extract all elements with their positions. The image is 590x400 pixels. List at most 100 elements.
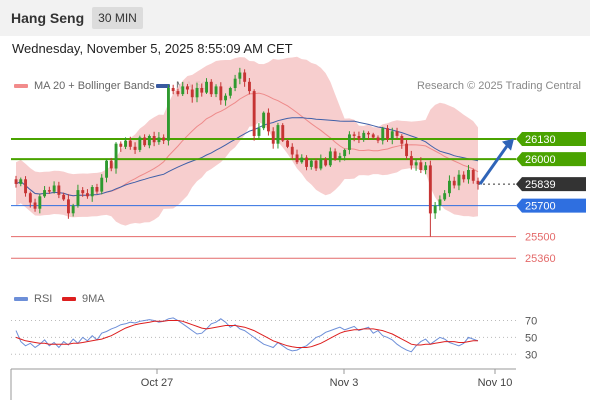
candle-body: [424, 165, 428, 170]
candle-body: [328, 151, 332, 166]
rsi-ma-line: [15, 320, 478, 348]
price-label-25839: 25839: [525, 179, 556, 191]
candle-body: [47, 190, 51, 192]
candle-body: [205, 81, 208, 93]
candle-body: [143, 137, 147, 146]
candle-body: [67, 199, 70, 214]
price-tag-25839: [516, 177, 586, 192]
candle-body: [300, 157, 304, 163]
candle-body: [200, 88, 204, 93]
candle-body: [305, 157, 308, 167]
candle-body: [114, 143, 118, 169]
candle-body: [452, 180, 456, 186]
legend-bollinger: MA 20 + Bollinger Bands: [14, 80, 155, 92]
legend-rsi-ma: 9MA: [62, 293, 105, 305]
candle-body: [76, 190, 80, 206]
candle-body: [257, 128, 261, 136]
candle-body: [186, 86, 189, 90]
candle-body: [476, 180, 480, 185]
candle-body: [33, 202, 37, 209]
candle-body: [81, 190, 85, 194]
rsi-swatch: [14, 297, 28, 301]
candle-body: [314, 160, 318, 169]
candle-body: [438, 199, 442, 206]
candle-body: [409, 156, 413, 166]
interval-button[interactable]: 30 MIN: [92, 7, 143, 29]
legend-bollinger-label: MA 20 + Bollinger Bands: [34, 80, 155, 92]
candle-body: [181, 86, 185, 95]
candle-body: [467, 170, 470, 180]
rsi-ma-swatch: [62, 297, 76, 301]
price-tag-26130: [516, 132, 586, 147]
candle-body: [462, 174, 466, 180]
price-label-26130: 26130: [525, 134, 556, 146]
price-label-26000: 26000: [525, 154, 556, 166]
candle-body: [319, 159, 323, 169]
candle-body: [405, 143, 408, 157]
forecast-arrow: [478, 143, 510, 185]
ma50-swatch: [156, 84, 170, 88]
candle-body: [209, 81, 213, 95]
candle-body: [152, 136, 156, 143]
candle-body: [224, 95, 227, 101]
candle-body: [100, 177, 104, 192]
chart-datetime: Wednesday, November 5, 2025 8:55:09 AM C…: [12, 41, 293, 56]
candle-body: [352, 134, 356, 136]
candle-body: [14, 179, 18, 184]
candle-body: [167, 88, 170, 141]
candle-body: [433, 205, 437, 214]
candle-body: [428, 165, 432, 214]
candle-body: [395, 131, 399, 136]
candle-body: [357, 136, 361, 140]
candle-body: [290, 146, 294, 155]
candle-body: [162, 137, 166, 141]
candle-body: [276, 125, 280, 144]
rsi-line: [15, 317, 479, 353]
x-tick-label: Oct 27: [141, 377, 173, 389]
candle-body: [190, 89, 194, 98]
price-label-25500: 25500: [525, 232, 556, 244]
price-tag-25700: [516, 198, 586, 213]
candle-body: [376, 137, 380, 141]
forecast-arrow-head: [502, 138, 514, 151]
candle-body: [333, 151, 337, 160]
candle-body: [157, 137, 161, 143]
candle-body: [214, 86, 218, 95]
candle-body: [71, 205, 75, 214]
rsi-tick-70: 70: [525, 315, 537, 327]
price-tag-26000: [516, 152, 586, 167]
legend-rsi-label: RSI: [34, 293, 53, 305]
candle-body: [371, 134, 375, 138]
candle-body: [24, 179, 27, 194]
x-tick-label: Nov 10: [478, 377, 513, 389]
candle-body: [233, 78, 237, 88]
candle-body: [124, 140, 127, 147]
candle-body: [119, 143, 123, 147]
candle-body: [367, 132, 370, 135]
candle-body: [271, 131, 275, 144]
candle-body: [471, 170, 475, 181]
candle-body: [362, 132, 366, 140]
candle-body: [248, 81, 251, 92]
header-bar: Hang Seng 30 MIN: [0, 0, 590, 36]
candle-body: [133, 146, 137, 150]
candle-body: [38, 196, 42, 209]
legend-rsi: RSI: [14, 293, 52, 305]
candle-body: [400, 136, 404, 144]
bollinger-band: [16, 56, 478, 226]
candle-body: [381, 128, 385, 141]
candle-body: [238, 72, 242, 79]
candle-body: [343, 149, 347, 157]
candle-body: [338, 156, 342, 160]
candle-body: [171, 88, 175, 92]
candle-body: [90, 187, 94, 197]
candle-body: [414, 162, 418, 166]
candle-body: [295, 154, 299, 163]
candle-body: [324, 159, 328, 166]
candle-body: [195, 88, 199, 98]
candle-body: [57, 185, 61, 195]
rsi-tick-50: 50: [525, 332, 537, 344]
x-tick-label: Nov 3: [330, 377, 359, 389]
candle-body: [28, 193, 32, 203]
price-label-25700: 25700: [525, 201, 556, 213]
